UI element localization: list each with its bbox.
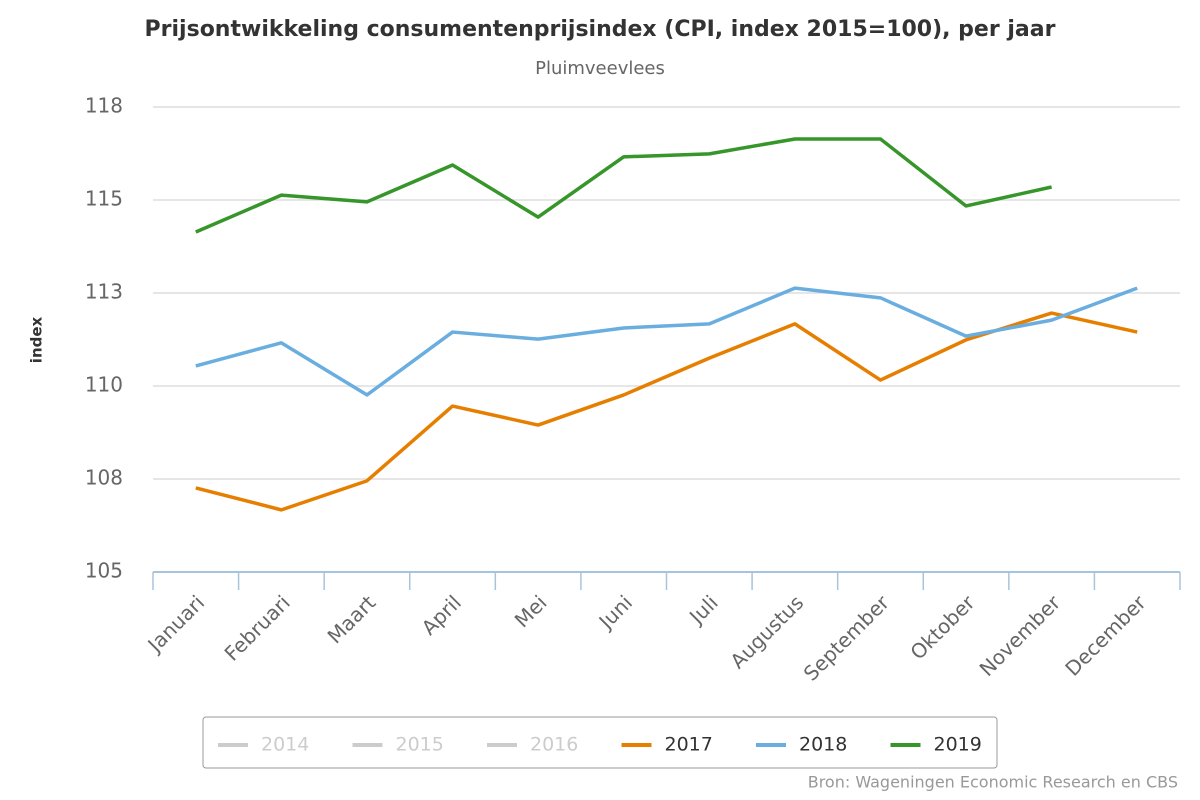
x-tick-label: Maart bbox=[323, 590, 381, 648]
y-tick-label: 110 bbox=[85, 373, 123, 397]
x-tick-label: Januari bbox=[142, 590, 210, 658]
legend-label[interactable]: 2014 bbox=[261, 734, 309, 756]
y-tick-label: 113 bbox=[85, 280, 123, 304]
x-tick-label: December bbox=[1060, 590, 1151, 681]
x-tick-label: Oktober bbox=[905, 590, 980, 665]
x-tick-label: Februari bbox=[220, 590, 295, 665]
x-tick-label: Juni bbox=[593, 590, 637, 634]
series-line bbox=[195, 286, 1138, 397]
x-tick-label: Augustus bbox=[726, 590, 809, 673]
legend-box bbox=[202, 716, 998, 769]
x-tick-label: November bbox=[975, 590, 1066, 681]
series-line bbox=[195, 137, 1053, 234]
legend-label[interactable]: 2016 bbox=[530, 734, 578, 756]
x-tick-label: September bbox=[799, 590, 895, 686]
x-tick-label: Juli bbox=[683, 590, 722, 629]
chart-subtitle: Pluimveevlees bbox=[535, 58, 665, 79]
y-tick-label: 118 bbox=[85, 94, 123, 118]
legend-label[interactable]: 2019 bbox=[934, 734, 982, 756]
legend-label[interactable]: 2017 bbox=[665, 734, 713, 756]
chart-title: Prijsontwikkeling consumentenprijsindex … bbox=[145, 17, 1056, 42]
legend-label[interactable]: 2018 bbox=[799, 734, 847, 756]
y-tick-label: 105 bbox=[85, 559, 123, 583]
y-tick-label: 115 bbox=[85, 187, 123, 211]
series-line bbox=[195, 311, 1138, 512]
y-axis-label: index bbox=[28, 316, 46, 363]
x-tick-label: April bbox=[417, 590, 466, 639]
y-tick-label: 108 bbox=[85, 466, 123, 490]
x-tick-label: Mei bbox=[510, 590, 552, 632]
legend-label[interactable]: 2015 bbox=[396, 734, 444, 756]
source: Bron: Wageningen Economic Research en CB… bbox=[808, 773, 1178, 792]
